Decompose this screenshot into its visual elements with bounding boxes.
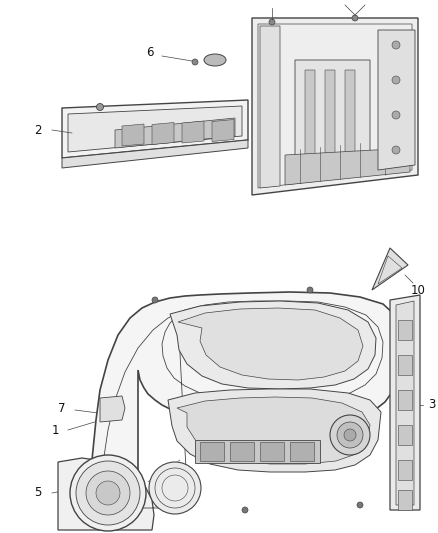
Polygon shape bbox=[325, 70, 335, 165]
Polygon shape bbox=[372, 248, 408, 290]
Text: 5: 5 bbox=[34, 487, 42, 499]
Polygon shape bbox=[305, 70, 315, 165]
Polygon shape bbox=[152, 123, 174, 144]
Polygon shape bbox=[285, 148, 410, 185]
Polygon shape bbox=[260, 26, 280, 188]
Circle shape bbox=[70, 455, 146, 531]
Circle shape bbox=[337, 422, 363, 448]
Polygon shape bbox=[230, 442, 254, 461]
Circle shape bbox=[307, 287, 313, 293]
Circle shape bbox=[149, 462, 201, 514]
Polygon shape bbox=[62, 100, 248, 158]
Polygon shape bbox=[62, 140, 248, 168]
Polygon shape bbox=[212, 119, 234, 141]
Polygon shape bbox=[200, 442, 224, 461]
Circle shape bbox=[352, 15, 358, 21]
Circle shape bbox=[96, 103, 103, 110]
Circle shape bbox=[86, 471, 130, 515]
Text: 6: 6 bbox=[146, 45, 154, 59]
Polygon shape bbox=[182, 121, 204, 143]
Circle shape bbox=[392, 146, 400, 154]
Polygon shape bbox=[398, 320, 412, 340]
Polygon shape bbox=[178, 308, 363, 380]
Polygon shape bbox=[170, 301, 376, 389]
Polygon shape bbox=[68, 106, 242, 152]
Circle shape bbox=[152, 297, 158, 303]
Text: 2: 2 bbox=[34, 124, 42, 136]
Circle shape bbox=[269, 19, 275, 25]
Polygon shape bbox=[168, 389, 381, 472]
Polygon shape bbox=[398, 460, 412, 480]
Circle shape bbox=[392, 111, 400, 119]
Circle shape bbox=[392, 41, 400, 49]
Circle shape bbox=[76, 461, 140, 525]
Polygon shape bbox=[390, 295, 420, 510]
Polygon shape bbox=[398, 355, 412, 375]
Text: 3: 3 bbox=[428, 399, 436, 411]
Polygon shape bbox=[115, 118, 235, 148]
Polygon shape bbox=[378, 30, 415, 170]
Ellipse shape bbox=[204, 54, 226, 66]
Text: 9: 9 bbox=[366, 414, 374, 426]
Circle shape bbox=[242, 507, 248, 513]
Polygon shape bbox=[398, 390, 412, 410]
Polygon shape bbox=[252, 18, 418, 195]
Circle shape bbox=[344, 429, 356, 441]
Circle shape bbox=[392, 76, 400, 84]
Polygon shape bbox=[100, 396, 125, 422]
Polygon shape bbox=[290, 442, 314, 461]
Polygon shape bbox=[345, 70, 355, 165]
Circle shape bbox=[330, 415, 370, 455]
Polygon shape bbox=[122, 124, 144, 146]
Circle shape bbox=[192, 59, 198, 65]
Text: 4: 4 bbox=[326, 416, 334, 430]
Polygon shape bbox=[398, 425, 412, 445]
Polygon shape bbox=[85, 292, 402, 510]
Polygon shape bbox=[260, 442, 284, 461]
Circle shape bbox=[357, 502, 363, 508]
Circle shape bbox=[96, 481, 120, 505]
Text: 10: 10 bbox=[410, 284, 425, 296]
Polygon shape bbox=[396, 301, 414, 505]
Polygon shape bbox=[195, 440, 320, 463]
Text: 7: 7 bbox=[58, 401, 66, 415]
Polygon shape bbox=[177, 397, 370, 464]
Polygon shape bbox=[398, 490, 412, 510]
Polygon shape bbox=[58, 458, 154, 530]
Polygon shape bbox=[295, 60, 370, 175]
Text: 1: 1 bbox=[51, 424, 59, 437]
